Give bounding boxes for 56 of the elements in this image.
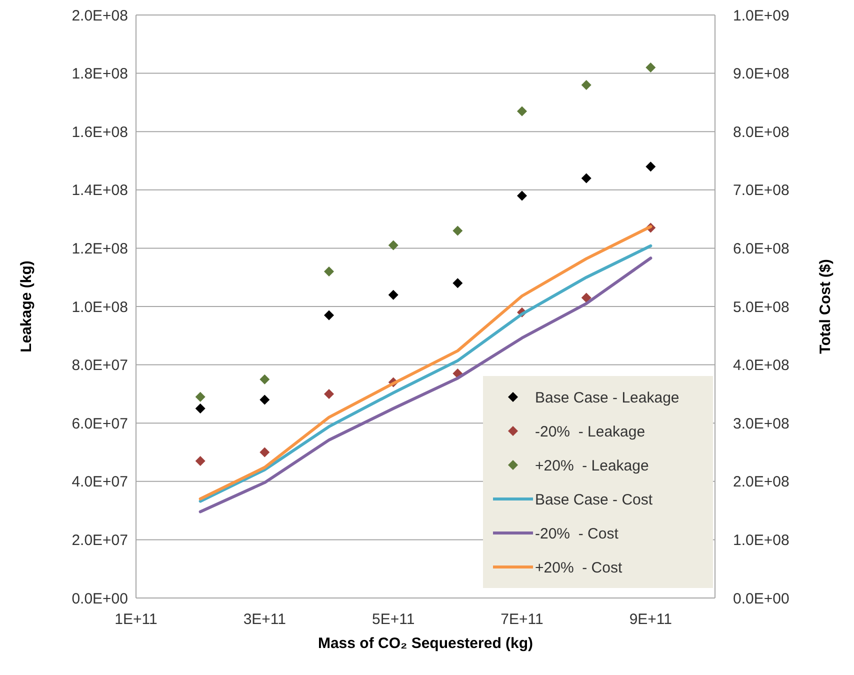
- y2-tick-label: 0.0E+00: [733, 590, 790, 608]
- y-tick-label: 0.0E+00: [72, 590, 128, 608]
- point: [324, 388, 334, 399]
- point: [260, 394, 270, 405]
- y2-tick-label: 7.0E+08: [733, 182, 790, 200]
- y2-tick-label: 5.0E+08: [733, 298, 790, 316]
- y-tick-label: 2.0E+07: [72, 532, 128, 549]
- point: [260, 374, 270, 384]
- legend-label: Base Case - Leakage: [535, 389, 680, 406]
- point: [260, 447, 270, 458]
- x-tick-label: 3E+11: [243, 611, 286, 628]
- point: [517, 106, 527, 116]
- legend-label: +20% - Cost: [535, 559, 623, 576]
- y-axis-title: Leakage (kg): [18, 260, 35, 352]
- legend-label: -20% - Leakage: [535, 423, 646, 440]
- y2-tick-label: 9.0E+08: [733, 66, 790, 83]
- legend-label: -20% - Cost: [535, 525, 620, 542]
- y-tick-label: 1.8E+08: [72, 66, 128, 83]
- y-tick-label: 1.0E+08: [72, 298, 128, 316]
- y-tick-label: 6.0E+07: [72, 415, 128, 432]
- y-tick-label: 4.0E+07: [72, 474, 128, 491]
- y2-tick-label: 4.0E+08: [733, 357, 790, 374]
- x-tick-label: 5E+11: [372, 611, 415, 628]
- y-tick-label: 1.4E+08: [72, 182, 128, 200]
- point: [195, 392, 206, 402]
- legend-label: +20% - Leakage: [535, 457, 649, 474]
- point: [324, 310, 334, 320]
- y-tick-label: 8.0E+07: [72, 357, 128, 374]
- point: [452, 278, 463, 288]
- point: [452, 226, 463, 236]
- point: [581, 173, 592, 184]
- x-tick-label: 7E+11: [500, 611, 544, 628]
- point: [581, 80, 592, 90]
- y2-tick-label: 8.0E+08: [733, 124, 790, 141]
- y2-tick-label: 6.0E+08: [733, 240, 790, 258]
- point: [388, 240, 398, 250]
- y2-tick-label: 3.0E+08: [733, 415, 790, 432]
- point: [646, 162, 656, 172]
- y-tick-label: 1.2E+08: [72, 240, 128, 258]
- y2-tick-label: 1.0E+08: [733, 532, 790, 549]
- point: [195, 404, 206, 414]
- point: [646, 62, 656, 72]
- x-tick-label: 1E+11: [114, 611, 158, 628]
- y2-axis-title: Total Cost ($): [817, 259, 834, 354]
- point: [195, 456, 206, 466]
- point: [324, 266, 334, 277]
- y-tick-label: 1.6E+08: [72, 124, 128, 141]
- x-tick-label: 9E+11: [629, 611, 672, 628]
- y2-tick-label: 2.0E+08: [733, 474, 790, 491]
- x-axis-title: Mass of CO₂ Sequestered (kg): [318, 635, 534, 652]
- legend-label: Base Case - Cost: [535, 491, 654, 508]
- point: [581, 292, 592, 303]
- y-tick-label: 2.0E+08: [72, 7, 128, 24]
- point: [388, 290, 398, 300]
- y2-tick-label: 1.0E+09: [733, 7, 790, 24]
- point: [517, 190, 527, 201]
